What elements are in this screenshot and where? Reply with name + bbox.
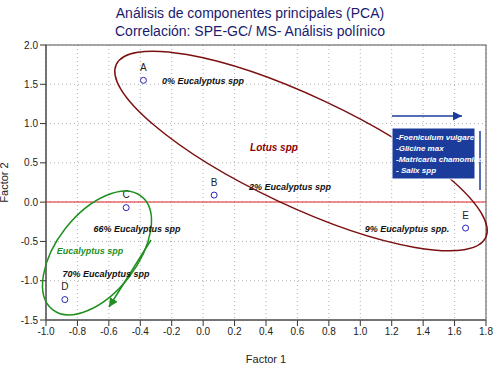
svg-text:-1.5: -1.5 xyxy=(21,315,39,326)
svg-text:Lotus spp: Lotus spp xyxy=(250,142,298,153)
svg-text:1.6: 1.6 xyxy=(448,326,462,337)
svg-text:- Salix spp: - Salix spp xyxy=(396,166,436,175)
svg-text:0% Eucalyptus spp: 0% Eucalyptus spp xyxy=(162,76,245,86)
svg-text:-0.2: -0.2 xyxy=(163,326,181,337)
svg-text:-1.0: -1.0 xyxy=(21,275,39,286)
svg-text:-Matricaria chamomilla: -Matricaria chamomilla xyxy=(396,155,483,164)
svg-text:-0.4: -0.4 xyxy=(132,326,150,337)
svg-text:0.0: 0.0 xyxy=(196,326,210,337)
svg-text:0.4: 0.4 xyxy=(259,326,273,337)
svg-text:-0.6: -0.6 xyxy=(100,326,118,337)
svg-text:2% Eucalyptus spp: 2% Eucalyptus spp xyxy=(248,182,332,192)
svg-text:Factor 1: Factor 1 xyxy=(246,353,286,365)
svg-text:1.2: 1.2 xyxy=(385,326,399,337)
svg-text:0.8: 0.8 xyxy=(322,326,336,337)
svg-text:1.8: 1.8 xyxy=(479,326,492,337)
svg-text:Análisis de componentes princi: Análisis de componentes principales (PCA… xyxy=(116,5,384,21)
svg-text:-0.8: -0.8 xyxy=(69,326,87,337)
svg-text:1.4: 1.4 xyxy=(416,326,430,337)
svg-text:66% Eucalyptus spp: 66% Eucalyptus spp xyxy=(93,224,181,234)
svg-text:-1.0: -1.0 xyxy=(37,326,55,337)
svg-text:-Foeniculum vulgare: -Foeniculum vulgare xyxy=(396,133,475,142)
svg-text:Eucalyptus spp: Eucalyptus spp xyxy=(57,246,124,256)
svg-text:B: B xyxy=(211,177,218,188)
svg-text:Factor 2: Factor 2 xyxy=(8,162,10,202)
svg-text:Correlación: SPE-GC/ MS- Análi: Correlación: SPE-GC/ MS- Análisis políni… xyxy=(115,23,385,39)
svg-text:0.0: 0.0 xyxy=(24,197,38,208)
svg-text:2.0: 2.0 xyxy=(24,40,38,51)
svg-text:0.2: 0.2 xyxy=(228,326,242,337)
svg-text:D: D xyxy=(61,281,68,292)
svg-text:-0.5: -0.5 xyxy=(21,236,39,247)
svg-text:E: E xyxy=(462,210,469,221)
svg-text:9% Eucalyptus spp.: 9% Eucalyptus spp. xyxy=(365,224,450,234)
svg-text:A: A xyxy=(140,62,147,73)
svg-text:0.6: 0.6 xyxy=(290,326,304,337)
svg-text:0.5: 0.5 xyxy=(24,157,38,168)
svg-text:-Glicine max: -Glicine max xyxy=(396,144,444,153)
svg-text:1.0: 1.0 xyxy=(353,326,367,337)
svg-text:1.5: 1.5 xyxy=(24,79,38,90)
svg-text:70% Eucalyptus spp: 70% Eucalyptus spp xyxy=(62,269,150,279)
svg-text:C: C xyxy=(123,189,130,200)
svg-text:1.0: 1.0 xyxy=(24,118,38,129)
